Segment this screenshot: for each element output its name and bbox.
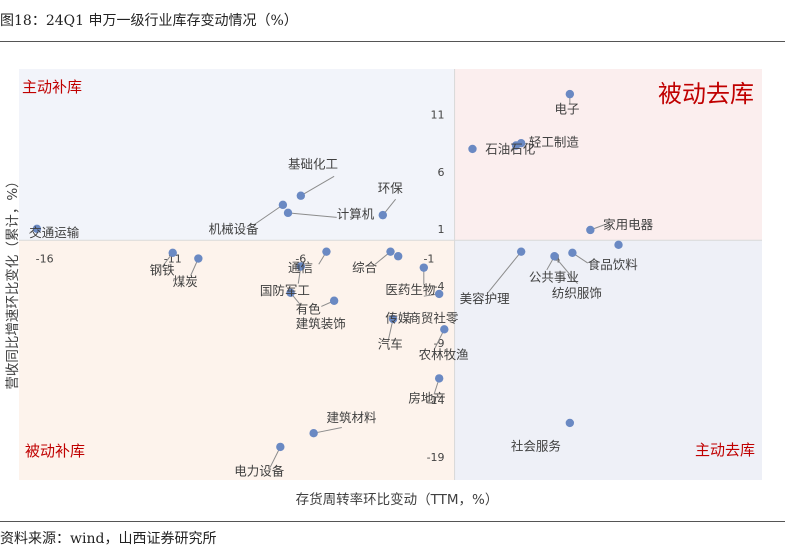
title-rule <box>0 41 785 42</box>
x-tick-label: -6 <box>295 252 306 265</box>
point-label: 电力设备 <box>234 463 285 478</box>
point-label: 汽车 <box>378 337 403 352</box>
data-point <box>276 442 285 452</box>
point-label: 环保 <box>378 180 404 195</box>
quadrant-label-bottom-left: 被动补库 <box>25 442 85 460</box>
data-point <box>434 289 444 299</box>
point-label: 食品饮料 <box>588 257 639 272</box>
point-label: 综合 <box>352 260 378 275</box>
x-tick-label: -11 <box>164 252 182 265</box>
point-label: 电子 <box>554 102 579 117</box>
data-point <box>329 296 339 305</box>
quadrant-bg-bottom-left <box>19 240 455 480</box>
leader-line <box>254 204 284 225</box>
point-label: 计算机 <box>337 207 375 222</box>
data-point <box>516 247 526 256</box>
data-point <box>468 144 477 154</box>
point-label: 交通运输 <box>29 225 80 240</box>
point-label: 医药生物 <box>385 282 435 297</box>
data-point <box>296 262 306 271</box>
point-label: 基础化工 <box>288 156 338 171</box>
point-label: 机械设备 <box>209 221 260 236</box>
leader-line <box>287 212 337 218</box>
data-point <box>393 252 403 261</box>
source-rule <box>0 521 785 522</box>
data-point <box>419 263 429 272</box>
y-tick-label: -4 <box>434 280 445 293</box>
point-label: 国防军工 <box>260 283 310 298</box>
quadrant-bg-bottom-right <box>454 240 762 480</box>
data-point <box>309 428 318 438</box>
point-label: 钢铁 <box>150 263 176 278</box>
leader-line <box>487 251 522 294</box>
x-tick-label: -1 <box>423 252 434 265</box>
data-point <box>440 325 449 334</box>
scatter-chart: -16-11-6-141161-4-9-14-19 电子轻工制造石油石化家用电器… <box>5 69 762 508</box>
quadrant-backgrounds <box>19 69 762 480</box>
quadrant-label-top-right: 被动去库 <box>658 80 754 108</box>
point-label: 建筑材料 <box>326 410 377 425</box>
y-tick-label: -19 <box>427 451 445 464</box>
data-point <box>614 240 623 250</box>
data-point <box>378 210 388 220</box>
data-point <box>586 225 595 235</box>
point-label: 家用电器 <box>603 217 654 232</box>
point-label: 通信 <box>288 260 313 275</box>
leader-line <box>554 255 578 284</box>
data-point <box>32 224 42 234</box>
data-point <box>322 247 331 256</box>
x-axis-title: 存货周转率环比变动（TTM，%） <box>296 491 499 508</box>
data-point <box>386 247 395 256</box>
point-label: 传媒 <box>385 310 411 325</box>
y-tick-label: -14 <box>427 394 445 407</box>
quadrant-label-bottom-right: 主动去库 <box>695 441 755 459</box>
leader-line <box>313 426 342 434</box>
data-point <box>565 89 575 99</box>
data-point <box>388 314 398 324</box>
data-point <box>168 248 177 258</box>
y-tick-label: 1 <box>438 223 445 236</box>
y-tick-label: 6 <box>438 166 445 179</box>
data-point <box>550 252 559 261</box>
y-tick-label: 11 <box>431 109 445 122</box>
point-label: 公共事业 <box>529 269 579 284</box>
data-point <box>283 208 293 218</box>
point-label: 房地产 <box>408 390 446 405</box>
x-tick-label: -16 <box>36 252 54 265</box>
point-label: 石油石化 <box>485 141 536 156</box>
quadrant-bg-top-right <box>454 69 762 241</box>
data-point <box>278 200 288 210</box>
point-label: 农林牧渔 <box>419 347 469 362</box>
point-label: 煤炭 <box>173 274 198 289</box>
leader-line <box>300 175 335 197</box>
data-points <box>32 89 623 452</box>
point-label: 建筑装饰 <box>296 316 346 331</box>
point-label: 轻工制造 <box>529 135 580 150</box>
y-axis-title: 营收同比增速环比变化（累计，%） <box>5 174 21 389</box>
point-label: 美容护理 <box>460 291 511 306</box>
figure-title: 图18：24Q1 申万一级行业库存变动情况（%） <box>0 13 298 29</box>
data-point <box>568 248 577 258</box>
data-point <box>434 374 444 383</box>
point-label: 纺织服饰 <box>552 285 602 300</box>
quadrant-label-top-left: 主动补库 <box>22 78 82 96</box>
data-point <box>511 141 521 150</box>
data-point <box>565 418 575 428</box>
data-point <box>194 254 203 263</box>
point-label: 商贸社零 <box>408 310 459 325</box>
source-note: 资料来源：wind，山西证券研究所 <box>0 531 217 547</box>
y-tick-label: -9 <box>434 337 445 350</box>
quadrant-bg-top-left <box>19 69 455 241</box>
data-point <box>286 288 295 297</box>
point-label: 社会服务 <box>511 438 561 453</box>
point-label: 有色 <box>296 301 322 316</box>
data-point <box>296 191 306 200</box>
axes: -16-11-6-141161-4-9-14-19 <box>19 69 762 480</box>
